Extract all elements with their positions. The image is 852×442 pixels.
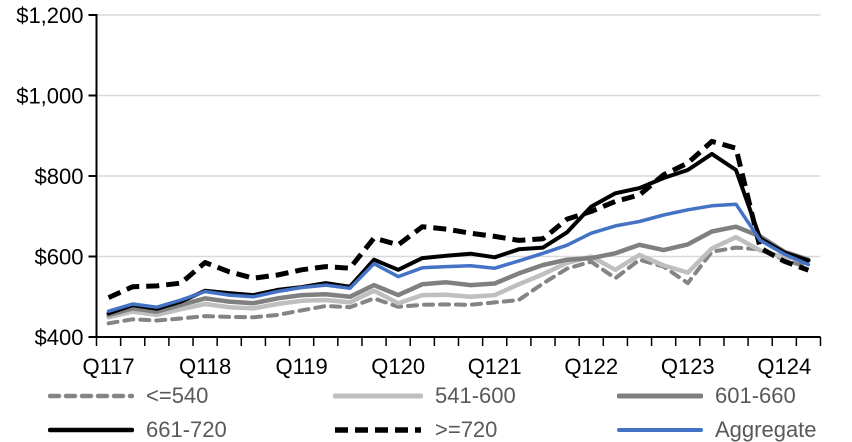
legend-label-661-720: 661-720 <box>146 417 227 442</box>
y-axis-label-1200: $1,200 <box>16 3 83 28</box>
y-axis-label-400: $400 <box>35 325 84 350</box>
legend-item-661-720: 661-720 <box>48 416 227 442</box>
legend-item-aggregate: Aggregate <box>617 416 817 442</box>
series-line-541-600 <box>106 234 811 320</box>
legend-swatch-601-660-icon <box>617 393 703 399</box>
x-axis-label-Q119: Q119 <box>276 354 328 379</box>
x-axis-label-Q120: Q120 <box>371 354 425 379</box>
x-axis-label-Q124: Q124 <box>757 354 811 379</box>
legend-swatch-aggregate-icon <box>617 428 703 432</box>
x-axis-label-Q118: Q118 <box>179 354 231 379</box>
legend-swatch-661-720-icon <box>48 427 134 433</box>
series-line-aggregate <box>106 202 811 313</box>
chart-legend: <=540 661-720 541-600 >=720 601-660 Aggr… <box>0 382 852 442</box>
legend-swatch-ge-720-icon <box>335 427 421 433</box>
legend-item-le-540: <=540 <box>48 382 208 410</box>
legend-label-541-600: 541-600 <box>435 383 516 408</box>
x-axis: Q117 Q118 Q119 Q120 Q121 Q122 Q123 Q124 <box>82 336 822 379</box>
y-axis-label-600: $600 <box>35 245 84 270</box>
legend-swatch-le-540-icon <box>48 393 134 399</box>
series-line-le-540 <box>106 245 811 326</box>
legend-label-le-540: <=540 <box>146 383 209 408</box>
y-axis-label-800: $800 <box>35 164 84 189</box>
x-axis-label-Q121: Q121 <box>468 354 522 379</box>
legend-label-601-660: 601-660 <box>715 383 796 408</box>
legend-label-ge-720: >=720 <box>435 417 498 442</box>
x-axis-label-Q123: Q123 <box>661 354 715 379</box>
x-axis-label-Q117: Q117 <box>82 354 134 379</box>
series-line-601-660 <box>106 224 811 318</box>
series-line-ge-720 <box>107 138 810 300</box>
legend-label-aggregate: Aggregate <box>715 417 817 442</box>
legend-swatch-541-600-icon <box>333 393 423 399</box>
legend-item-601-660: 601-660 <box>617 382 796 410</box>
y-axis: $1,200 $1,000 $800 $600 $400 <box>16 3 98 350</box>
y-axis-label-1000: $1,000 <box>16 84 83 109</box>
series-line-661-720 <box>106 151 811 316</box>
legend-item-541-600: 541-600 <box>333 382 516 410</box>
x-axis-label-Q122: Q122 <box>564 354 618 379</box>
legend-item-ge-720: >=720 <box>333 416 497 442</box>
gridlines <box>96 14 821 258</box>
